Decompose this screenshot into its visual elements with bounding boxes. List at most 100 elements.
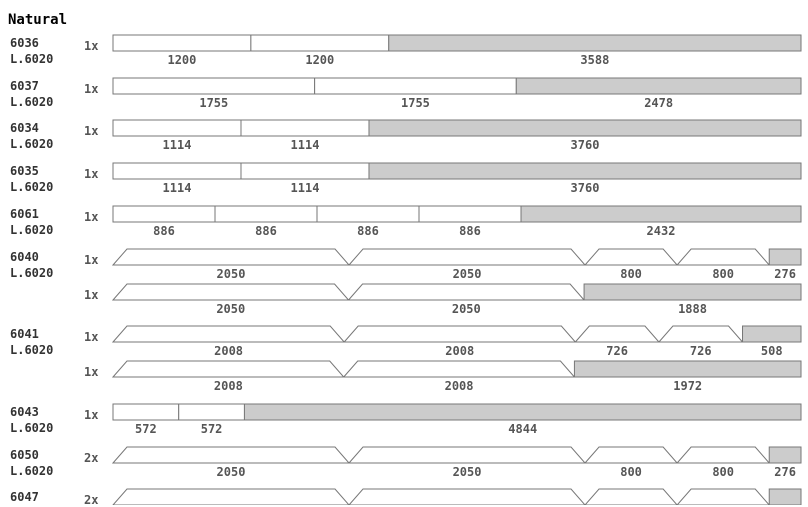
pattern-multiplier: 1x — [84, 330, 99, 344]
segment-length-label: 800 — [620, 465, 642, 479]
piece-id: 6041 — [10, 327, 39, 341]
piece-material: L.6020 — [10, 421, 54, 435]
waste-segment — [768, 488, 802, 505]
segment-length-label: 276 — [774, 267, 796, 281]
cut-segment — [348, 488, 586, 505]
piece-material: L.6020 — [10, 464, 54, 478]
segment-length-label: 2432 — [646, 224, 676, 238]
piece-material: L.6020 — [10, 180, 54, 194]
segment-length-label: 1114 — [162, 138, 192, 152]
segment-length-label: 3588 — [580, 53, 610, 67]
segment-length-label: 1755 — [199, 96, 229, 110]
cut-segment — [240, 162, 370, 180]
pattern-multiplier: 2x — [84, 493, 99, 507]
segment-length-label: 886 — [459, 224, 481, 238]
segment-length-label: 2050 — [216, 302, 246, 316]
segment-length-label: 1755 — [401, 96, 430, 110]
cut-segment — [584, 488, 678, 505]
pattern-multiplier: 1x — [84, 408, 99, 422]
pattern-multiplier: 1x — [84, 124, 99, 138]
segment-length-label: 800 — [712, 267, 735, 281]
cut-segment — [347, 248, 587, 266]
segment-length-label: 800 — [712, 465, 735, 479]
cut-segment — [342, 360, 576, 378]
cut-segment — [111, 325, 346, 343]
waste-segment — [573, 360, 802, 378]
piece-id: 6034 — [10, 121, 39, 135]
segment-length-label: 2008 — [444, 379, 474, 393]
segment-length-label: 4844 — [508, 422, 538, 436]
cut-segment — [112, 205, 216, 223]
segment-length-label: 572 — [200, 422, 223, 436]
page-title: Natural — [8, 12, 68, 28]
waste-segment — [520, 205, 802, 223]
segment-length-label: 2008 — [214, 344, 244, 358]
cut-segment — [112, 162, 242, 180]
cut-segment — [111, 360, 345, 378]
waste-segment — [515, 77, 802, 95]
cut-segment — [343, 325, 577, 343]
segment-length-label: 800 — [620, 267, 642, 281]
cut-segment — [112, 403, 180, 421]
cut-segment — [676, 488, 770, 505]
cut-segment — [657, 325, 744, 343]
segment-length-label: 726 — [606, 344, 628, 358]
waste-segment — [243, 403, 802, 421]
segment-length-label: 1114 — [290, 181, 320, 195]
pattern-multiplier: 1x — [84, 167, 99, 181]
segment-length-label: 572 — [135, 422, 157, 436]
cut-segment — [214, 205, 318, 223]
cut-segment — [112, 77, 316, 95]
cut-segment — [316, 205, 420, 223]
waste-segment — [368, 162, 802, 180]
piece-material: L.6020 — [10, 95, 54, 109]
segment-length-label: 3760 — [570, 138, 600, 152]
cut-segment — [583, 446, 679, 464]
piece-material: L.6020 — [10, 137, 54, 151]
segment-length-label: 2050 — [451, 302, 481, 316]
pattern-multiplier: 1x — [84, 82, 99, 96]
cut-segment — [178, 403, 245, 421]
waste-segment — [742, 325, 802, 343]
cut-segment — [112, 488, 350, 505]
cut-segment — [583, 248, 679, 266]
segment-length-label: 1200 — [305, 53, 335, 67]
segment-length-label: 1200 — [167, 53, 197, 67]
piece-id: 6035 — [10, 164, 39, 178]
segment-length-label: 2008 — [445, 344, 475, 358]
cut-segment — [250, 34, 390, 52]
cut-segment — [111, 248, 351, 266]
segment-length-label: 1114 — [290, 138, 320, 152]
piece-id: 6043 — [10, 405, 39, 419]
pattern-multiplier: 1x — [84, 210, 99, 224]
pattern-multiplier: 1x — [84, 253, 99, 267]
piece-id: 6040 — [10, 250, 39, 264]
segment-length-label: 2050 — [216, 465, 246, 479]
pattern-multiplier: 1x — [84, 365, 99, 379]
segment-length-label: 1972 — [673, 379, 703, 393]
piece-material: L.6020 — [10, 343, 54, 357]
waste-segment — [768, 248, 802, 266]
pattern-multiplier: 1x — [84, 39, 99, 53]
waste-segment — [768, 446, 802, 464]
segment-length-label: 2050 — [452, 465, 482, 479]
piece-id: 6047 — [10, 490, 39, 504]
segment-length-label: 508 — [760, 344, 783, 358]
segment-length-label: 2008 — [213, 379, 243, 393]
cut-segment — [111, 283, 350, 301]
cut-segment — [314, 77, 517, 95]
piece-id: 6037 — [10, 79, 39, 93]
segment-length-label: 886 — [255, 224, 277, 238]
segment-length-label: 2050 — [452, 267, 482, 281]
piece-id: 6050 — [10, 448, 39, 462]
segment-length-label: 726 — [689, 344, 712, 358]
cut-segment — [418, 205, 522, 223]
pattern-multiplier: 2x — [84, 451, 99, 465]
cut-segment — [112, 119, 242, 137]
cut-segment — [676, 248, 771, 266]
cut-segment — [240, 119, 370, 137]
cut-segment — [112, 34, 252, 52]
segment-length-label: 886 — [153, 224, 175, 238]
piece-id: 6061 — [10, 207, 39, 221]
